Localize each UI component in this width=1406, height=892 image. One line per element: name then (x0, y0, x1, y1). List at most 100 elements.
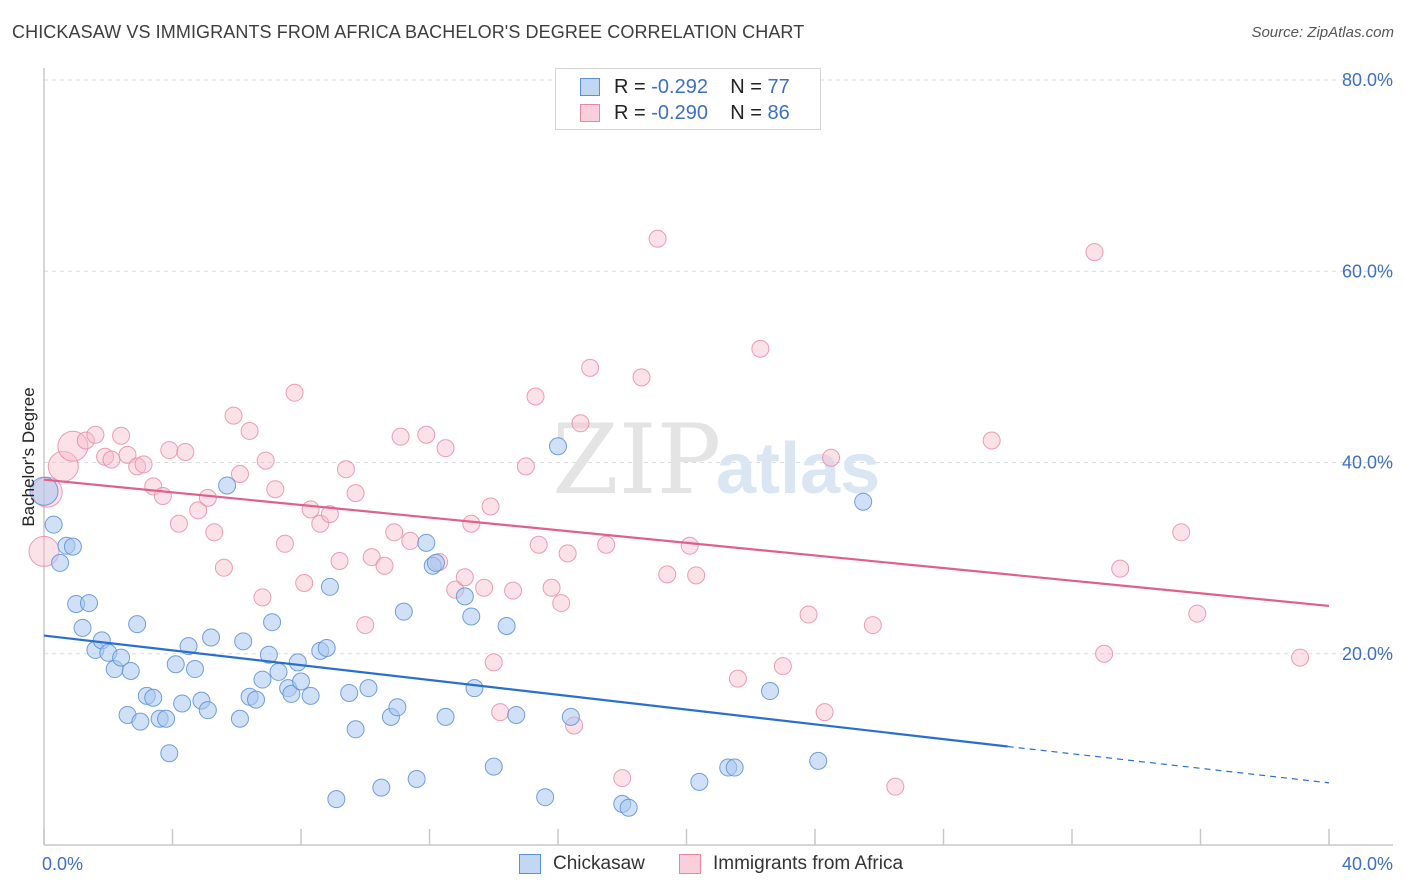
legend-r-label: R = (614, 101, 646, 124)
watermark: ZIP atlas (552, 404, 880, 516)
data-point-immigrants (558, 544, 577, 563)
data-point-immigrants (102, 450, 121, 469)
data-point-immigrants (256, 451, 275, 470)
data-point-chickasaw (317, 639, 336, 658)
data-point-immigrants (982, 431, 1001, 450)
data-point-immigrants (301, 500, 320, 519)
data-point-chickasaw (340, 683, 359, 702)
legend-item-chickasaw[interactable]: Chickasaw (519, 853, 645, 875)
data-point-chickasaw (112, 648, 131, 667)
data-point-chickasaw (549, 437, 567, 456)
data-point-immigrants (230, 464, 249, 483)
data-point-chickasaw (484, 757, 503, 776)
data-point-chickasaw (179, 637, 198, 656)
data-point-immigrants (240, 421, 259, 440)
data-point-chickasaw (29, 476, 59, 506)
data-point-chickasaw (388, 698, 407, 717)
data-point-immigrants (475, 578, 494, 597)
data-point-immigrants (1188, 604, 1207, 623)
data-point-chickasaw (166, 655, 185, 674)
trend-line-immigrants (43, 478, 1330, 608)
data-point-immigrants (346, 484, 365, 503)
data-point-chickasaw (263, 613, 282, 632)
data-point-chickasaw (73, 618, 92, 637)
data-point-immigrants (57, 430, 89, 462)
data-point-immigrants (320, 505, 339, 524)
data-point-chickasaw (761, 682, 780, 701)
data-point-immigrants (253, 588, 272, 607)
data-point-chickasaw (407, 770, 426, 789)
data-point-chickasaw (121, 661, 140, 680)
legend-n-label: N = (730, 101, 762, 124)
data-point-chickasaw (462, 607, 481, 626)
data-point-immigrants (462, 514, 481, 533)
data-point-immigrants (205, 523, 224, 542)
data-point-immigrants (822, 448, 841, 467)
data-point-immigrants (526, 387, 545, 406)
data-point-immigrants (128, 457, 147, 476)
chart-title: CHICKASAW VS IMMIGRANTS FROM AFRICA BACH… (12, 22, 805, 42)
data-point-immigrants (680, 536, 699, 555)
legend-swatch-chickasaw (580, 78, 600, 96)
data-point-chickasaw (394, 602, 413, 621)
data-point-chickasaw (198, 701, 217, 720)
data-point-immigrants (658, 565, 677, 584)
data-point-immigrants (484, 653, 503, 672)
data-point-immigrants (648, 229, 667, 248)
data-point-immigrants (160, 441, 179, 460)
data-point-chickasaw (426, 553, 445, 572)
watermark-zip: ZIP (552, 404, 721, 516)
data-point-chickasaw (359, 679, 378, 698)
data-point-immigrants (295, 573, 314, 592)
data-point-immigrants (632, 368, 651, 387)
data-point-chickasaw (372, 778, 391, 797)
data-point-chickasaw (230, 709, 249, 728)
data-point-immigrants (613, 769, 632, 788)
data-point-immigrants (134, 455, 153, 474)
data-point-immigrants (275, 534, 294, 553)
data-point-immigrants (552, 594, 571, 613)
data-point-immigrants (815, 703, 834, 722)
data-point-immigrants (863, 616, 882, 635)
legend-row-immigrants: R = -0.290 N = 86 (580, 100, 790, 126)
data-point-immigrants (455, 568, 474, 587)
data-point-chickasaw (619, 798, 638, 817)
legend-swatch-immigrants (679, 854, 701, 874)
legend-item-immigrants[interactable]: Immigrants from Africa (679, 853, 903, 875)
legend-row-chickasaw: R = -0.292 N = 77 (580, 74, 790, 100)
data-point-immigrants (285, 383, 304, 402)
x-tick-label: 40.0% (1342, 854, 1393, 874)
data-point-immigrants (571, 414, 590, 433)
data-point-immigrants (118, 445, 137, 464)
series-immigrants-from-africa (28, 229, 1310, 796)
axes (43, 68, 1393, 846)
data-point-immigrants (886, 777, 905, 796)
data-point-chickasaw (292, 672, 310, 691)
data-point-chickasaw (44, 515, 63, 534)
data-point-immigrants (1095, 644, 1114, 663)
watermark-atlas: atlas (716, 429, 880, 509)
data-point-immigrants (176, 442, 195, 461)
data-point-chickasaw (301, 686, 320, 705)
legend-label-chickasaw: Chickasaw (553, 853, 645, 874)
data-point-immigrants (214, 558, 233, 577)
data-point-immigrants (311, 514, 330, 533)
data-point-chickasaw (79, 594, 98, 613)
data-point-chickasaw (63, 537, 82, 556)
data-point-chickasaw (725, 758, 744, 777)
data-point-chickasaw (247, 690, 266, 709)
legend-r-value: -0.290 (651, 101, 708, 124)
legend-n-label: N = (730, 75, 762, 98)
data-point-chickasaw (536, 788, 555, 807)
series-legend: Chickasaw Immigrants from Africa (0, 851, 1406, 879)
data-point-immigrants (330, 551, 349, 570)
data-point-chickasaw (218, 476, 237, 495)
data-point-chickasaw (234, 632, 253, 651)
data-point-chickasaw (690, 772, 709, 791)
data-point-immigrants (198, 488, 217, 507)
data-point-immigrants (375, 556, 394, 575)
data-point-immigrants (597, 535, 616, 554)
legend-r-value: -0.292 (651, 75, 708, 98)
data-point-immigrants (76, 431, 95, 450)
data-point-chickasaw (157, 709, 176, 728)
